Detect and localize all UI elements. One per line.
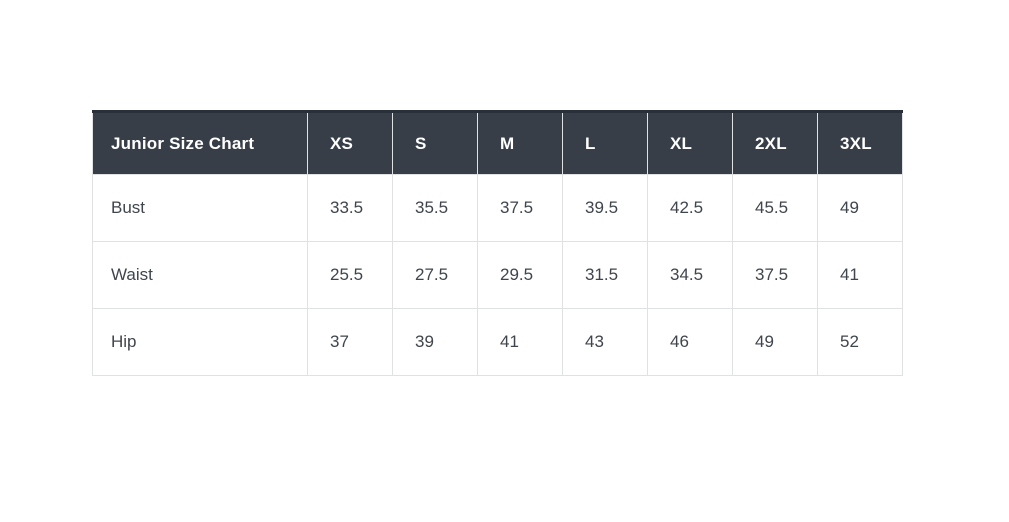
value-cell: 37.5 bbox=[732, 241, 818, 309]
value-cell: 39 bbox=[392, 308, 478, 376]
value-cell: 27.5 bbox=[392, 241, 478, 309]
value-cell: 49 bbox=[732, 308, 818, 376]
value-cell: 37.5 bbox=[477, 174, 563, 242]
table-row-bust: Bust 33.5 35.5 37.5 39.5 42.5 45.5 49 bbox=[92, 174, 903, 242]
value-cell: 31.5 bbox=[562, 241, 648, 309]
size-chart-container: Junior Size Chart XS S M L XL 2XL 3XL Bu… bbox=[92, 110, 903, 376]
junior-size-chart-table: Junior Size Chart XS S M L XL 2XL 3XL Bu… bbox=[92, 110, 903, 376]
value-cell: 34.5 bbox=[647, 241, 733, 309]
value-cell: 35.5 bbox=[392, 174, 478, 242]
value-cell: 29.5 bbox=[477, 241, 563, 309]
value-cell: 49 bbox=[817, 174, 903, 242]
value-cell: 42.5 bbox=[647, 174, 733, 242]
header-cell-s: S bbox=[392, 110, 478, 175]
value-cell: 25.5 bbox=[307, 241, 393, 309]
row-label-bust: Bust bbox=[92, 174, 308, 242]
header-cell-l: L bbox=[562, 110, 648, 175]
table-row-waist: Waist 25.5 27.5 29.5 31.5 34.5 37.5 41 bbox=[92, 241, 903, 309]
table-body: Bust 33.5 35.5 37.5 39.5 42.5 45.5 49 Wa… bbox=[92, 174, 903, 376]
value-cell: 46 bbox=[647, 308, 733, 376]
value-cell: 45.5 bbox=[732, 174, 818, 242]
header-row: Junior Size Chart XS S M L XL 2XL 3XL bbox=[92, 110, 903, 175]
row-label-waist: Waist bbox=[92, 241, 308, 309]
row-label-hip: Hip bbox=[92, 308, 308, 376]
value-cell: 41 bbox=[817, 241, 903, 309]
table-row-hip: Hip 37 39 41 43 46 49 52 bbox=[92, 308, 903, 376]
value-cell: 52 bbox=[817, 308, 903, 376]
header-cell-2xl: 2XL bbox=[732, 110, 818, 175]
header-cell-xl: XL bbox=[647, 110, 733, 175]
value-cell: 43 bbox=[562, 308, 648, 376]
value-cell: 37 bbox=[307, 308, 393, 376]
header-cell-xs: XS bbox=[307, 110, 393, 175]
value-cell: 39.5 bbox=[562, 174, 648, 242]
value-cell: 33.5 bbox=[307, 174, 393, 242]
table-header: Junior Size Chart XS S M L XL 2XL 3XL bbox=[92, 110, 903, 175]
header-cell-m: M bbox=[477, 110, 563, 175]
header-cell-3xl: 3XL bbox=[817, 110, 903, 175]
header-cell-title: Junior Size Chart bbox=[92, 110, 308, 175]
value-cell: 41 bbox=[477, 308, 563, 376]
